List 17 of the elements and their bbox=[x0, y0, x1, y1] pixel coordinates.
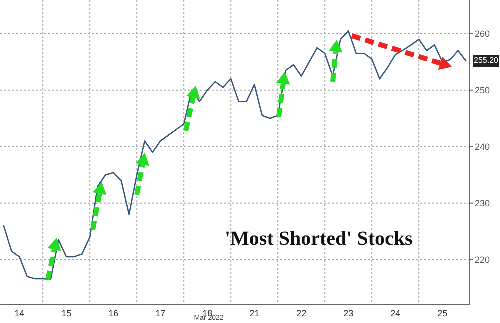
y-tick-label: 250 bbox=[475, 86, 490, 96]
y-tick-label: 230 bbox=[475, 198, 490, 209]
y-tick-label: 260 bbox=[475, 29, 490, 40]
x-tick-label: 15 bbox=[62, 308, 72, 318]
x-tick-label: 17 bbox=[156, 308, 166, 318]
y-tick-label: 220 bbox=[475, 255, 490, 266]
annotation: 255.20 bbox=[473, 55, 500, 67]
x-tick-label: 23 bbox=[344, 308, 354, 318]
x-tick-label: 14 bbox=[14, 308, 25, 318]
text: 'Most Shorted' Stocks bbox=[225, 228, 413, 251]
x-tick-label: 25 bbox=[438, 308, 448, 318]
x-tick-label: 21 bbox=[250, 308, 260, 318]
x-tick-label: 22 bbox=[296, 308, 307, 318]
y-tick-label: 240 bbox=[475, 142, 490, 152]
x-tick-label: 24 bbox=[390, 308, 401, 318]
line-series bbox=[3, 30, 467, 280]
x-tick-label: 16 bbox=[108, 308, 119, 318]
